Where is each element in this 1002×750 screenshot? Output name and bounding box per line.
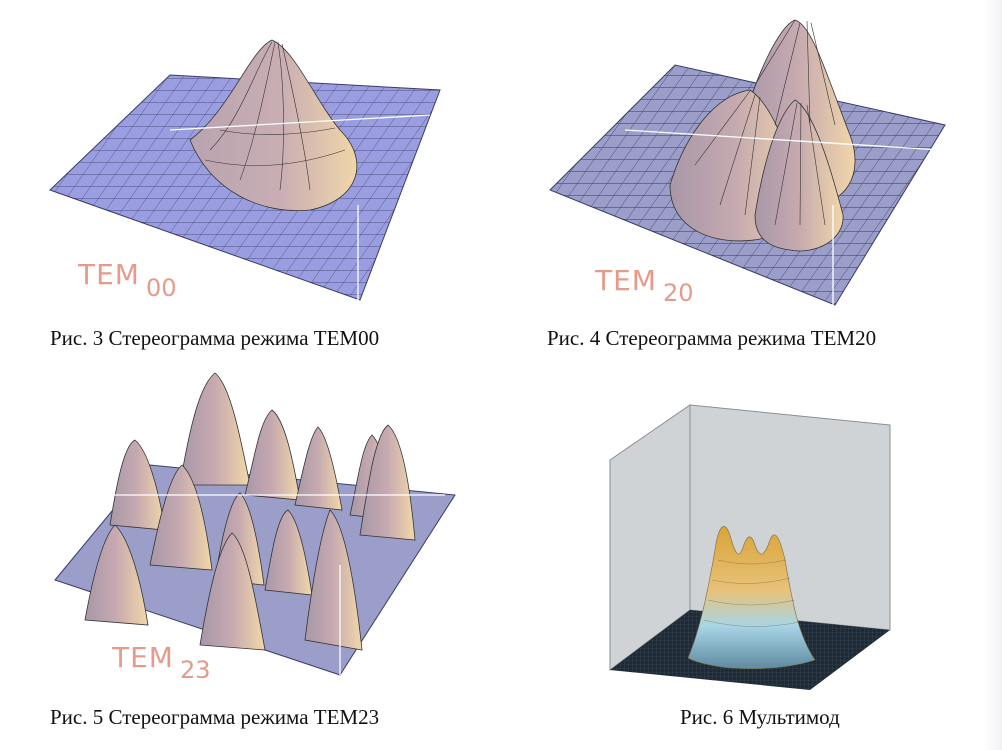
tem00-surface-plot: TEM 00: [49, 39, 441, 305]
figure-5-caption: Рис. 5 Стереограмма режима TEM23: [50, 705, 380, 729]
figure-multimode: [600, 400, 900, 700]
tem00-label: TEM: [77, 258, 140, 291]
tem20-subscript: 20: [663, 279, 694, 307]
tem20-surface-plot: TEM 20: [549, 19, 946, 307]
tem23-subscript: 23: [180, 656, 211, 684]
figure-tem23: TEM 23: [50, 365, 470, 685]
page-edge: [984, 0, 1002, 750]
multimode-surface-plot: [609, 404, 891, 690]
figure-3-caption: Рис. 3 Стереограмма режима TEM00: [50, 326, 380, 350]
tem00-subscript: 00: [146, 274, 177, 302]
figure-6-caption: Рис. 6 Мультимод: [680, 705, 840, 729]
tem23-label: TEM: [111, 641, 174, 674]
tem23-surface-plot: TEM 23: [54, 372, 456, 684]
figure-tem20: TEM 20: [545, 15, 955, 315]
figure-tem00: TEM 00: [40, 30, 480, 320]
tem20-label: TEM: [594, 264, 657, 297]
figure-4-caption: Рис. 4 Стереограмма режима TEM20: [547, 326, 877, 350]
